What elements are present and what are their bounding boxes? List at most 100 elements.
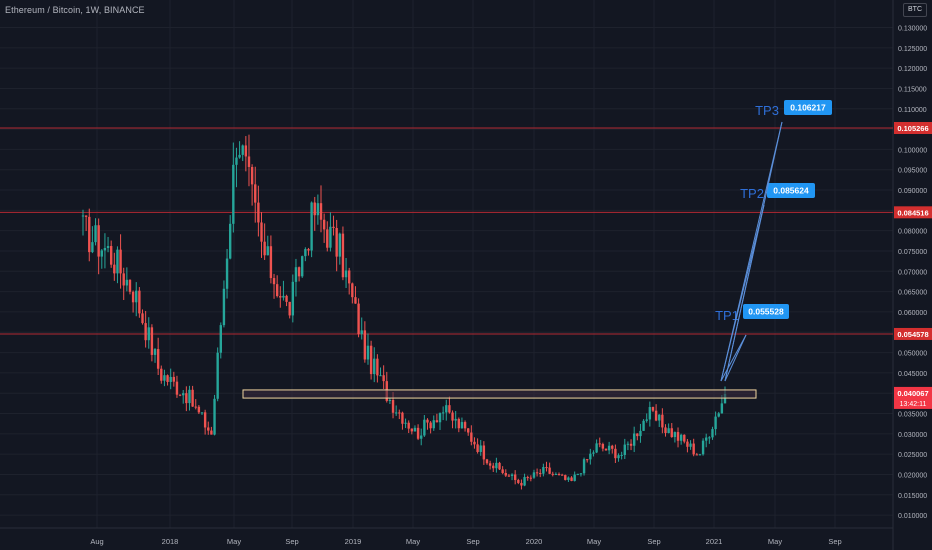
candle-up	[617, 455, 620, 459]
candle-up	[310, 202, 313, 251]
support-zone	[242, 389, 757, 399]
candle-up	[116, 249, 119, 274]
candle-down	[539, 473, 542, 475]
target-value-tp3: 0.106217	[790, 103, 826, 113]
candle-down	[363, 330, 367, 360]
price-axis-tick: 0.050000	[898, 351, 927, 358]
candle-down	[357, 303, 360, 335]
candle-down	[391, 399, 395, 413]
candle-up	[592, 452, 595, 454]
time-axis-label: May	[227, 537, 241, 546]
candle-down	[398, 412, 401, 414]
candle-down	[564, 475, 567, 480]
time-axis-label: May	[587, 537, 601, 546]
candle-down	[557, 473, 561, 475]
candle-up	[373, 358, 376, 375]
candle-down	[257, 202, 260, 223]
candle-down	[429, 422, 432, 429]
candle-up	[360, 330, 363, 335]
candle-down	[482, 445, 486, 460]
candle-up	[238, 154, 241, 158]
candle-up	[420, 435, 423, 439]
candle-up	[454, 418, 457, 421]
candle-down	[144, 323, 147, 341]
candle-up	[701, 440, 705, 455]
candle-up	[717, 413, 720, 417]
time-axis-label: Aug	[90, 537, 103, 546]
candle-down	[166, 375, 169, 382]
candle-down	[670, 428, 673, 438]
candle-down	[611, 445, 614, 449]
resistance-price-tag	[894, 122, 932, 135]
resistance-price-label: 0.105266	[897, 124, 928, 133]
target-line-tp1	[720, 334, 747, 382]
candle-down	[683, 434, 686, 442]
time-axis-label: 2019	[345, 537, 362, 546]
candle-up	[219, 325, 222, 353]
candle-down	[131, 291, 135, 303]
candle-up	[582, 459, 586, 474]
candle-down	[535, 472, 539, 474]
time-axis-label: Sep	[647, 537, 660, 546]
candle-up	[658, 414, 661, 421]
candle-up	[648, 407, 652, 420]
candle-up	[225, 258, 229, 289]
candle-down	[517, 480, 520, 483]
candle-up	[147, 327, 150, 341]
candle-up	[304, 249, 307, 257]
candle-up	[723, 393, 727, 404]
target-label-tp2: TP2	[740, 186, 764, 201]
candle-down	[435, 420, 439, 423]
price-axis-tick: 0.015000	[898, 493, 927, 500]
candle-up	[720, 403, 724, 414]
candle-up	[432, 420, 435, 429]
candle-down	[288, 301, 291, 316]
candle-up	[542, 467, 545, 474]
candle-down	[279, 296, 282, 298]
candle-down	[485, 459, 489, 464]
candle-down	[401, 412, 404, 424]
resistance-price-tag	[894, 206, 932, 219]
candle-down	[504, 472, 507, 476]
candle-up	[235, 157, 238, 165]
candle-down	[319, 203, 323, 220]
price-axis-tick: 0.100000	[898, 147, 927, 154]
candle-up	[423, 419, 426, 436]
price-axis-tick: 0.065000	[898, 290, 927, 297]
price-axis-tick: 0.025000	[898, 452, 927, 459]
candle-down	[297, 267, 301, 277]
current-price-tag	[894, 386, 932, 409]
candle-down	[128, 279, 132, 292]
candle-down	[84, 215, 88, 217]
candle-up	[338, 233, 341, 257]
candle-down	[695, 454, 699, 456]
candle-up	[316, 203, 320, 216]
candle-down	[254, 184, 257, 203]
price-axis-tick: 0.030000	[898, 432, 927, 439]
candle-up	[103, 247, 107, 251]
time-axis-label: 2021	[706, 537, 723, 546]
candle-up	[438, 413, 442, 423]
candle-down	[451, 412, 454, 421]
candle-up	[607, 445, 611, 451]
candle-down	[651, 407, 655, 411]
candle-up	[573, 474, 576, 481]
target-line-secondary	[724, 121, 783, 382]
candle-down	[203, 412, 207, 428]
candle-up	[445, 405, 448, 413]
candle-down	[629, 443, 633, 446]
resistance-price-label: 0.054578	[897, 330, 928, 339]
candle-down	[520, 482, 523, 486]
candle-down	[448, 405, 451, 413]
candle-down	[160, 368, 163, 381]
resistance-price-label: 0.084516	[897, 208, 928, 217]
candle-up	[645, 419, 648, 421]
currency-badge[interactable]: BTC	[903, 3, 927, 17]
price-axis-tick: 0.010000	[898, 513, 927, 520]
candle-up	[379, 375, 382, 377]
candle-down	[172, 376, 176, 382]
candle-down	[260, 222, 263, 242]
candle-up	[460, 422, 464, 429]
price-axis-tick: 0.130000	[898, 26, 927, 33]
